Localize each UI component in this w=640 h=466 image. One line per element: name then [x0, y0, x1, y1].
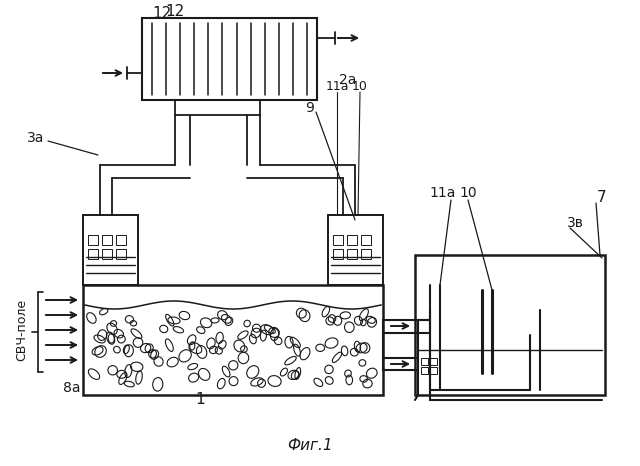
Text: 12: 12 [152, 7, 172, 21]
Bar [430, 367, 437, 374]
Text: 10: 10 [352, 80, 368, 92]
Bar [361, 249, 371, 259]
Text: 8а: 8а [63, 381, 81, 395]
Text: 11а: 11а [325, 80, 349, 92]
Text: 11а: 11а [430, 186, 456, 200]
Bar [333, 235, 343, 245]
Bar [328, 215, 383, 285]
Bar [83, 285, 383, 395]
Text: 1: 1 [195, 392, 205, 407]
Bar [347, 249, 357, 259]
Bar [102, 235, 112, 245]
Bar [88, 249, 98, 259]
Bar [116, 235, 126, 245]
Bar [333, 249, 343, 259]
Text: СВЧ-поле: СВЧ-поле [15, 299, 29, 361]
Text: 9: 9 [305, 101, 314, 115]
Text: 12: 12 [165, 5, 184, 20]
Bar [175, 100, 260, 115]
Bar [142, 18, 317, 100]
Text: 3в: 3в [566, 216, 584, 230]
Text: 3а: 3а [28, 131, 45, 145]
Bar [430, 358, 437, 365]
Text: 2а: 2а [339, 73, 356, 87]
Bar [347, 235, 357, 245]
Bar [415, 255, 605, 395]
Bar [116, 249, 126, 259]
Bar [421, 367, 428, 374]
Bar [361, 235, 371, 245]
Bar [421, 358, 428, 365]
Text: Фиг.1: Фиг.1 [287, 438, 333, 452]
Bar [102, 249, 112, 259]
Text: 7: 7 [597, 190, 607, 205]
Bar [83, 215, 138, 285]
Text: 10: 10 [459, 186, 477, 200]
Bar [88, 235, 98, 245]
